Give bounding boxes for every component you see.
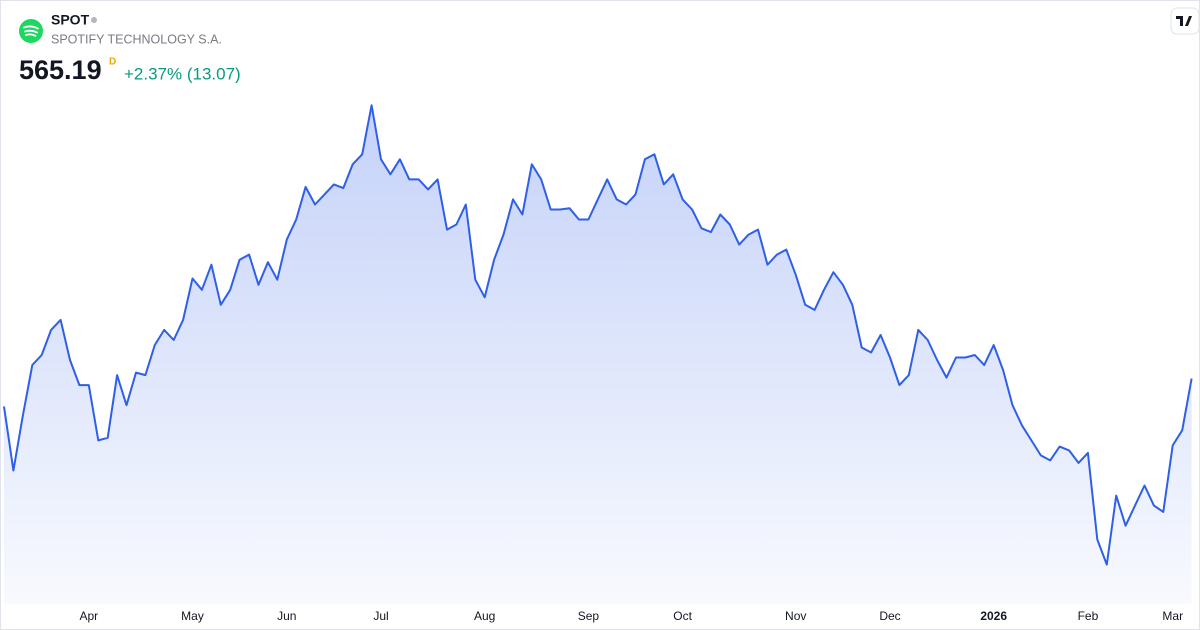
x-tick-label: 2026 bbox=[980, 609, 1007, 623]
change: +2.37% (13.07) bbox=[124, 64, 241, 83]
company-name: SPOTIFY TECHNOLOGY S.A. bbox=[51, 32, 222, 46]
tv-logo bbox=[1176, 16, 1192, 26]
x-tick-label: Mar bbox=[1162, 609, 1183, 623]
x-tick-label: Feb bbox=[1078, 609, 1099, 623]
x-tick-label: Aug bbox=[474, 609, 495, 623]
status-dot bbox=[91, 17, 97, 23]
symbol: SPOT bbox=[51, 12, 90, 28]
price-line bbox=[3, 104, 1193, 566]
area-fill bbox=[4, 105, 1192, 604]
x-tick-label: Nov bbox=[785, 609, 806, 623]
x-tick-label: Jul bbox=[373, 609, 388, 623]
x-tick-label: May bbox=[181, 609, 204, 623]
x-tick-label: Dec bbox=[879, 609, 900, 623]
x-tick-label: Apr bbox=[79, 609, 98, 623]
x-tick-label: Sep bbox=[578, 609, 600, 623]
x-tick-label: Oct bbox=[673, 609, 692, 623]
interval: D bbox=[109, 57, 116, 68]
price: 565.19 bbox=[19, 55, 102, 85]
x-tick-label: Jun bbox=[277, 609, 296, 623]
tv-logo-box[interactable] bbox=[1170, 7, 1200, 35]
logo-arcs bbox=[23, 25, 39, 37]
